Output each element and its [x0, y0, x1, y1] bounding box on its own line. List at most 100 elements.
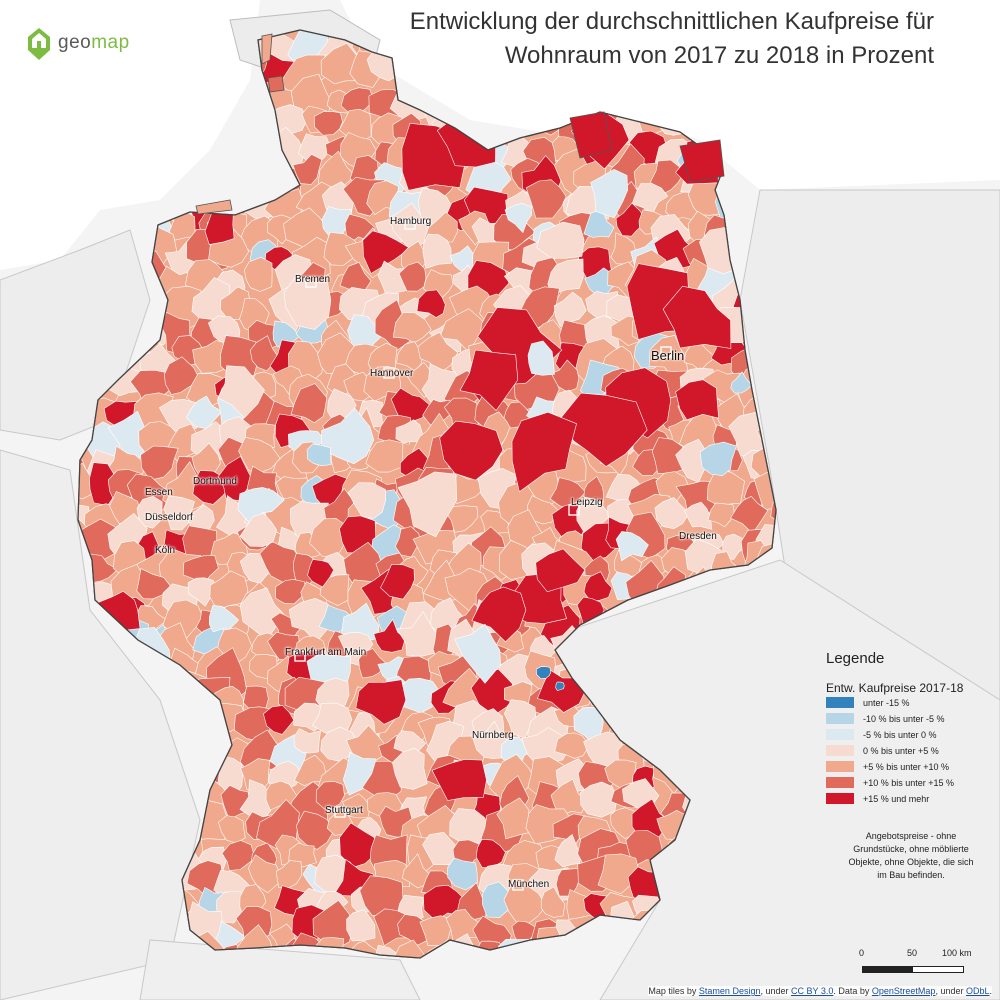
district-region [244, 256, 273, 292]
legend-item: +10 % bis unter +15 % [826, 776, 954, 789]
district-region [312, 899, 353, 949]
legend-title: Legende [826, 650, 885, 667]
attribution: Map tiles by Stamen Design, under CC BY … [648, 986, 992, 996]
scale-bar: 0 50 100 km [858, 948, 972, 988]
district-cluster [535, 548, 586, 593]
district-cluster [237, 487, 285, 523]
district-region [583, 571, 613, 602]
district-region [447, 857, 478, 891]
district-region [186, 395, 223, 430]
legend-label: +5 % bis unter +10 % [863, 761, 950, 772]
legend-label: -10 % bis unter -5 % [863, 713, 945, 724]
attribution-prefix: Map tiles by [648, 986, 699, 996]
district-region [313, 111, 343, 136]
district-region [136, 495, 163, 529]
district-region [496, 797, 530, 840]
district-cluster [439, 420, 504, 481]
district-region [249, 335, 279, 372]
cc-by-link[interactable]: CC BY 3.0 [791, 986, 834, 996]
legend-subtitle: Entw. Kaufpreise 2017-18 [826, 681, 964, 695]
district-region [319, 574, 350, 606]
district-region [422, 233, 452, 269]
district-cluster [283, 275, 332, 330]
district-region [358, 648, 388, 679]
legend-swatch [826, 713, 854, 724]
belgium-france-land [0, 449, 201, 1000]
district-cluster [459, 349, 519, 411]
data-note: Angebotspreise - ohne Grundstücke, ohne … [848, 831, 974, 880]
district-region [294, 754, 327, 787]
house-pin-icon [28, 28, 50, 60]
district-cluster [699, 441, 737, 477]
district-region [296, 810, 334, 850]
district-region [398, 261, 427, 292]
city-label-hamburg: Hamburg [390, 216, 432, 227]
district-cluster [217, 365, 265, 419]
district-region [654, 497, 690, 530]
district-cluster [208, 605, 240, 633]
switzerland-land [139, 939, 421, 1000]
legend-swatch [826, 761, 854, 772]
district-region [503, 882, 546, 925]
district-region [552, 813, 587, 848]
attribution-suffix: . [989, 986, 992, 996]
district-region [392, 747, 428, 790]
district-region [315, 781, 345, 810]
stamen-link[interactable]: Stamen Design [698, 986, 761, 996]
district-region [390, 387, 431, 422]
city-label-bremen: Bremen [295, 274, 331, 285]
district-cluster [730, 371, 753, 394]
city-label-berlin: Berlin [651, 348, 685, 363]
district-region [395, 526, 421, 558]
osm-link[interactable]: OpenStreetMap [871, 986, 936, 996]
legend-swatch [826, 729, 854, 740]
legend-item: +5 % bis unter +10 % [826, 760, 949, 773]
district-region [373, 618, 406, 653]
district-region [140, 445, 179, 481]
logo-text: geomap [58, 32, 130, 54]
city-boundary-marker [512, 879, 524, 891]
district-cluster [380, 563, 415, 600]
district-cluster [321, 407, 375, 465]
germany-border [77, 29, 777, 959]
legend-item: -10 % bis unter -5 % [826, 712, 945, 725]
district-region [186, 373, 224, 408]
district-region [275, 860, 303, 888]
district-region [365, 439, 404, 473]
district-cluster [536, 666, 552, 680]
district-cluster [471, 586, 527, 643]
district-cluster [306, 443, 332, 467]
district-cluster [239, 512, 278, 547]
district-region [377, 260, 411, 297]
district-region [470, 668, 515, 714]
district-region [78, 462, 99, 500]
city-label-hannover: Hannover [370, 368, 414, 379]
city-boundary-marker [383, 367, 395, 379]
district-region [208, 226, 250, 268]
map-title-line-1: Entwicklung der durchschnittlichen Kaufp… [409, 8, 934, 35]
odbl-link[interactable]: ODbL [965, 986, 990, 996]
district-region [164, 356, 201, 395]
district-cluster [397, 471, 458, 538]
district-cluster [355, 679, 407, 725]
district-region [389, 939, 431, 958]
attribution-under-2: , under [935, 986, 966, 996]
district-cluster [431, 759, 487, 801]
legend-item: unter -15 % [826, 696, 910, 709]
district-region [342, 793, 371, 819]
district-region [396, 610, 441, 657]
district-region [730, 495, 769, 534]
district-region [290, 383, 328, 424]
district-region [275, 579, 308, 605]
district-region [770, 496, 776, 532]
district-region [417, 331, 459, 374]
district-cluster [555, 681, 565, 691]
scale-label-0: 0 [859, 948, 865, 958]
attribution-under-1: , under [760, 986, 791, 996]
district-region [554, 834, 582, 868]
legend-swatch [826, 793, 854, 804]
district-region [238, 436, 281, 474]
district-region [339, 822, 378, 868]
district-region [631, 183, 669, 214]
attribution-data: . Data by [833, 986, 872, 996]
